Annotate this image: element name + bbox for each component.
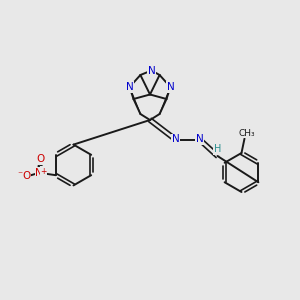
Text: N: N [35, 168, 43, 178]
Text: N: N [172, 134, 179, 145]
Text: N: N [196, 134, 203, 145]
FancyBboxPatch shape [125, 84, 134, 90]
Text: CH₃: CH₃ [238, 129, 255, 138]
Text: N: N [167, 82, 174, 92]
Text: O: O [37, 154, 45, 164]
Text: +: + [40, 167, 47, 176]
Text: N: N [148, 65, 155, 76]
Text: O: O [22, 171, 31, 182]
FancyBboxPatch shape [35, 169, 44, 176]
FancyBboxPatch shape [171, 136, 180, 143]
Text: ⁻: ⁻ [18, 170, 23, 180]
FancyBboxPatch shape [195, 136, 204, 143]
FancyBboxPatch shape [37, 156, 45, 163]
FancyBboxPatch shape [214, 146, 221, 152]
Text: H: H [214, 144, 221, 154]
FancyBboxPatch shape [147, 67, 156, 74]
FancyBboxPatch shape [22, 173, 31, 180]
FancyBboxPatch shape [166, 84, 175, 90]
Text: N: N [126, 82, 134, 92]
FancyBboxPatch shape [241, 130, 253, 137]
